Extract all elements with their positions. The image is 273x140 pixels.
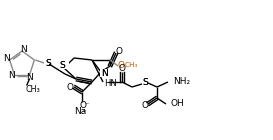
Text: Na: Na (74, 108, 86, 116)
Text: O: O (79, 101, 87, 109)
Text: S: S (142, 78, 148, 87)
Text: N: N (102, 68, 108, 78)
Text: CH₃: CH₃ (26, 85, 40, 94)
Text: N: N (26, 73, 33, 82)
Text: S: S (59, 60, 65, 69)
FancyBboxPatch shape (59, 61, 69, 69)
Text: OH: OH (171, 99, 185, 108)
Text: N: N (20, 45, 26, 53)
FancyBboxPatch shape (100, 69, 110, 77)
Text: S: S (59, 60, 65, 69)
Text: CH₃: CH₃ (125, 62, 138, 68)
Text: S: S (45, 59, 51, 67)
Text: O: O (67, 82, 73, 92)
Text: O: O (118, 64, 126, 73)
Text: ⁺: ⁺ (81, 108, 85, 116)
Text: N: N (3, 54, 10, 63)
Text: NH₂: NH₂ (173, 76, 190, 86)
Text: O: O (141, 101, 149, 109)
Text: S: S (45, 59, 51, 67)
Text: O: O (115, 46, 123, 55)
Text: N: N (8, 71, 15, 80)
Text: HN: HN (104, 79, 117, 88)
Text: O: O (117, 60, 124, 69)
Text: S: S (142, 78, 148, 87)
Text: N: N (102, 68, 108, 78)
Text: ⁻: ⁻ (85, 101, 89, 109)
